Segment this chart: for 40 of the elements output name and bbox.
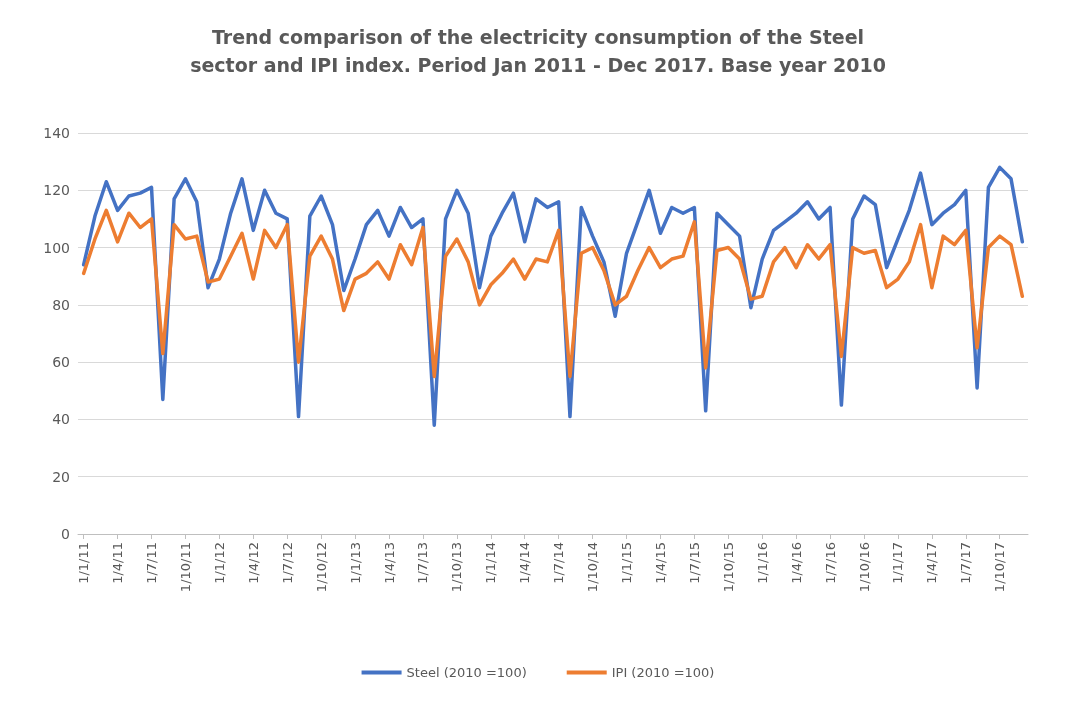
line-series [81, 208, 1025, 379]
y-tick-label: 80 [52, 296, 70, 313]
x-tick-label: 1/4/12 [245, 542, 261, 584]
legend-label: IPI (2010 =100) [611, 665, 715, 680]
x-tick-label: 1/1/12 [211, 542, 227, 584]
chart-title: Trend comparison of the electricity consumption of the Steel sector and IPI index. Period Jan 2011 - Dec 2017. Base year 2010 [190, 26, 886, 76]
x-tick-label: 1/4/11 [110, 542, 126, 584]
x-tick-label: 1/7/12 [279, 542, 295, 584]
x-tick-label: 1/1/14 [483, 542, 499, 584]
y-tick-label: 140 [43, 125, 70, 141]
legend-label: Steel (2010 =100) [406, 665, 527, 680]
y-tick-label: 100 [43, 239, 70, 256]
x-tick-label: 1/4/17 [924, 542, 940, 584]
x-tick-label: 1/10/13 [449, 542, 465, 593]
x-tick-label: 1/1/17 [890, 542, 906, 584]
x-tick-label: 1/1/15 [619, 542, 635, 584]
x-tick-label: 1/7/16 [822, 542, 838, 584]
x-tick-label: 1/7/14 [551, 542, 567, 584]
x-tick-label: 1/10/16 [856, 542, 872, 593]
x-tick-label: 1/10/11 [177, 542, 193, 593]
x-tick-label: 1/10/15 [720, 542, 736, 593]
x-tick-label: 1/7/17 [958, 542, 974, 584]
x-tick-label: 1/1/13 [347, 542, 363, 584]
x-tick-label: 1/1/16 [754, 542, 770, 584]
x-tick-label: 1/7/11 [144, 542, 160, 584]
x-tick-label: 1/4/14 [517, 542, 533, 584]
y-tick-label: 40 [52, 411, 70, 428]
x-tick-label: 1/4/13 [381, 542, 397, 584]
x-tick-label: 1/1/11 [76, 542, 92, 584]
x-tick-label: 1/4/15 [652, 542, 668, 584]
y-tick-label: 0 [61, 526, 70, 542]
x-tick-label: 1/7/15 [686, 542, 702, 584]
y-tick-label: 60 [52, 354, 70, 371]
y-tick-label: 20 [52, 468, 70, 485]
y-tick-label: 120 [43, 182, 70, 199]
x-tick-label: 1/4/16 [788, 542, 804, 584]
x-tick-label: 1/10/14 [585, 542, 601, 593]
x-tick-label: 1/10/12 [313, 542, 329, 593]
x-tick-label: 1/10/17 [992, 542, 1008, 593]
x-tick-label: 1/7/13 [415, 542, 431, 584]
